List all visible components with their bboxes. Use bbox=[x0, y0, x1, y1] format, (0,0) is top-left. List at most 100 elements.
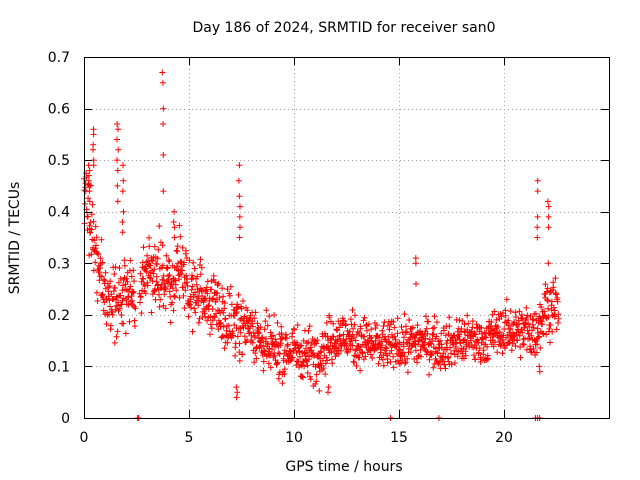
data-point bbox=[448, 361, 455, 368]
data-point bbox=[301, 363, 308, 370]
data-point bbox=[289, 354, 296, 361]
data-point bbox=[446, 314, 453, 321]
data-point bbox=[94, 298, 101, 304]
data-point bbox=[493, 330, 500, 337]
data-point bbox=[160, 121, 167, 127]
data-point bbox=[123, 275, 130, 282]
data-point bbox=[189, 328, 196, 335]
data-point bbox=[143, 268, 150, 275]
data-point bbox=[468, 328, 475, 335]
data-point bbox=[156, 223, 163, 230]
data-point bbox=[376, 334, 383, 341]
data-point bbox=[303, 345, 309, 352]
data-point bbox=[537, 317, 544, 324]
data-point bbox=[404, 355, 411, 362]
data-point bbox=[182, 287, 189, 294]
data-point bbox=[502, 312, 509, 319]
data-point bbox=[164, 264, 171, 271]
data-point bbox=[322, 330, 328, 337]
data-point bbox=[388, 347, 395, 354]
data-point bbox=[98, 273, 105, 280]
data-point bbox=[149, 278, 156, 285]
data-point bbox=[438, 330, 445, 337]
data-point bbox=[442, 365, 449, 372]
data-point bbox=[553, 291, 560, 298]
data-point bbox=[341, 318, 347, 325]
data-point bbox=[193, 281, 200, 288]
data-point bbox=[364, 327, 370, 334]
data-point bbox=[312, 381, 319, 387]
y-tick-label: 0.3 bbox=[48, 256, 70, 272]
data-point bbox=[119, 229, 126, 236]
data-point bbox=[431, 313, 438, 320]
data-point bbox=[257, 324, 264, 331]
data-point bbox=[291, 326, 298, 333]
data-point bbox=[140, 275, 147, 282]
data-point bbox=[382, 344, 389, 351]
data-point bbox=[95, 251, 102, 258]
data-point bbox=[445, 358, 452, 365]
data-point bbox=[85, 177, 92, 184]
data-point bbox=[224, 286, 231, 293]
data-point bbox=[521, 324, 528, 331]
data-point bbox=[544, 198, 551, 205]
data-point bbox=[299, 373, 306, 380]
data-point bbox=[99, 259, 106, 266]
data-point bbox=[137, 294, 144, 301]
data-point bbox=[323, 319, 330, 326]
data-point bbox=[469, 318, 476, 325]
data-point bbox=[324, 357, 331, 364]
plot-frame bbox=[84, 57, 610, 419]
data-point bbox=[90, 126, 97, 133]
data-point bbox=[174, 266, 181, 273]
data-point bbox=[108, 291, 115, 298]
data-point bbox=[264, 322, 271, 329]
data-point bbox=[347, 316, 354, 323]
data-point bbox=[289, 330, 296, 337]
data-point bbox=[400, 343, 407, 350]
data-point bbox=[390, 318, 397, 325]
data-point bbox=[529, 321, 536, 328]
data-point bbox=[318, 349, 325, 356]
data-point bbox=[263, 335, 269, 342]
data-point bbox=[91, 237, 98, 244]
data-point bbox=[252, 350, 259, 357]
x-tick-label: 15 bbox=[390, 430, 408, 446]
data-point bbox=[440, 350, 447, 357]
data-point bbox=[252, 309, 259, 316]
data-point bbox=[211, 313, 218, 320]
data-point bbox=[472, 356, 479, 363]
data-point bbox=[528, 349, 535, 355]
data-point bbox=[383, 345, 390, 352]
data-point bbox=[140, 244, 147, 251]
data-point bbox=[508, 347, 515, 354]
data-point bbox=[131, 323, 138, 330]
data-point bbox=[116, 305, 123, 312]
data-point bbox=[554, 298, 561, 305]
data-point bbox=[398, 324, 405, 330]
data-point bbox=[271, 352, 278, 359]
x-tick-labels: 0 5 10 15 20 bbox=[80, 430, 513, 446]
data-point bbox=[119, 188, 126, 195]
data-point bbox=[247, 312, 254, 319]
data-point bbox=[346, 328, 353, 335]
data-point bbox=[267, 364, 274, 371]
data-point bbox=[263, 307, 270, 314]
data-point bbox=[544, 297, 551, 304]
data-point bbox=[325, 389, 331, 396]
data-point bbox=[236, 213, 243, 220]
data-point bbox=[490, 343, 497, 350]
data-point bbox=[351, 359, 358, 366]
data-point bbox=[494, 349, 501, 356]
data-point bbox=[188, 304, 195, 311]
data-point bbox=[236, 234, 243, 241]
data-point bbox=[555, 315, 562, 322]
data-point bbox=[170, 307, 177, 314]
data-point bbox=[236, 340, 243, 347]
data-point bbox=[119, 219, 126, 225]
data-point bbox=[442, 332, 449, 339]
data-point bbox=[412, 255, 419, 262]
data-point bbox=[551, 307, 558, 314]
data-point bbox=[347, 346, 354, 353]
